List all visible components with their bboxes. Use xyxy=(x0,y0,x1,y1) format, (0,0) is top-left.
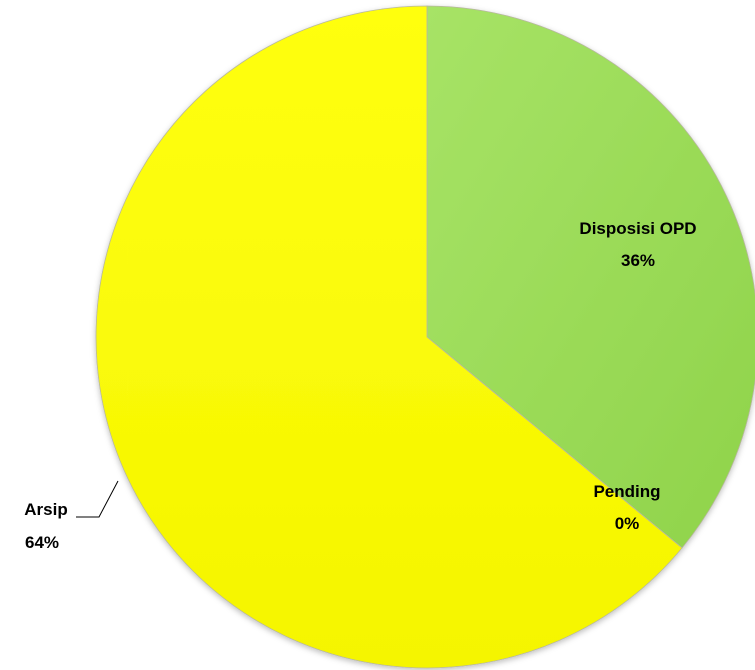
pie-slice-arsip xyxy=(95,5,683,669)
data-label-disposisi-opd: Disposisi OPD 36% xyxy=(579,219,696,270)
data-label-pending: Pending 0% xyxy=(593,482,660,533)
data-label-arsip: Arsip 64% xyxy=(24,480,119,552)
data-label-pending-name: Pending xyxy=(593,482,660,501)
pie-slice-disposisi-opd xyxy=(426,5,755,549)
data-label-arsip-name: Arsip xyxy=(24,500,67,519)
data-label-disposisi-opd-name: Disposisi OPD xyxy=(579,219,696,238)
pie-slices xyxy=(95,5,755,669)
data-label-disposisi-opd-value: 36% xyxy=(621,251,655,270)
arsip-leader-line xyxy=(76,480,119,518)
data-label-arsip-value: 64% xyxy=(25,533,59,552)
data-label-pending-value: 0% xyxy=(615,514,640,533)
